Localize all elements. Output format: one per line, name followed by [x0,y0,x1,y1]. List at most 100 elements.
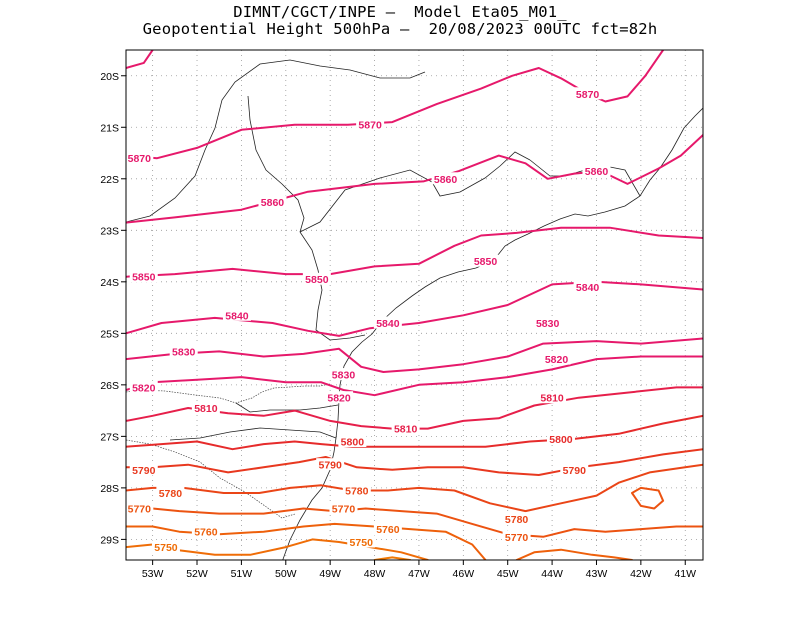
contour-label-bg [316,458,345,471]
y-tick-label: 27S [100,431,119,443]
contour-label: 5790 [318,460,342,472]
contour-label-bg [373,316,402,329]
contour-label: 5840 [376,318,400,330]
contour-label: 5870 [128,153,152,165]
contour-line-5760 [515,548,633,560]
contour-label: 5820 [132,382,156,394]
contour-line-5790 [126,448,703,476]
contour-label-bg [129,270,158,283]
contour-label: 5750 [350,537,374,549]
contour-label: 5840 [576,282,600,294]
contour-label: 5770 [128,503,152,515]
contour-label-bg [347,535,376,548]
contour-label: 5850 [305,274,329,286]
y-tick-label: 21S [100,122,119,134]
contour-label-bg [502,530,531,543]
contour-line-5780 [126,463,703,513]
contour-label-bg [542,352,571,365]
contour-label: 5780 [505,514,529,526]
contour-label-bg [502,512,531,525]
contour-label: 5800 [341,437,365,449]
x-tick-label: 41W [674,568,696,580]
contour-label-bg [373,522,402,535]
x-tick-label: 42W [630,568,652,580]
state-border-parana [299,231,366,341]
contour-label: 5820 [545,354,569,366]
contour-label: 5760 [194,527,218,539]
y-tick-label: 20S [100,71,119,83]
geography-layer [126,59,703,560]
contour-label: 5780 [159,488,183,500]
state-border-rs [169,427,337,441]
x-tick-label: 44W [541,568,563,580]
y-tick-label: 24S [100,277,119,289]
contour-label-bg [573,280,602,293]
contour-label: 5790 [563,465,587,477]
contour-line-5770 [126,507,703,538]
figure-header: DIMNT/CGCT/INPE – Model Eta05_M01_ Geopo… [0,4,800,38]
x-tick-label: 45W [497,568,519,580]
contour-label: 5860 [261,197,285,209]
contour-label-bg [222,308,251,321]
country-border [126,383,331,404]
y-tick-label: 29S [100,534,119,546]
contour-label-bg [356,118,385,131]
title-line-2: Geopotential Height 500hPa – 20/08/2023 … [142,20,658,38]
contour-label: 5780 [345,485,369,497]
contour-label-bg [129,380,158,393]
contour-line-5870 [126,50,665,160]
axis-ticks: 53W 52W 51W 50W 49W 48W 47W 46W 45W 44W 43W 42W 41W 2… [100,71,696,580]
x-tick-label: 50W [275,568,297,580]
contour-label-bg [546,432,575,445]
x-tick-label: 48W [364,568,386,580]
contour-label: 5870 [576,89,600,101]
contour-label: 5790 [132,465,156,477]
x-tick-label: 52W [186,568,208,580]
country-border-2 [126,439,296,519]
contour-label-bg [538,391,567,404]
contour-label-bg [573,87,602,100]
y-tick-label: 26S [100,380,119,392]
y-tick-label: 22S [100,174,119,186]
contour-label-bg [471,254,500,267]
contour-line-5800 [126,414,703,451]
contour-label: 5820 [327,393,351,405]
contour-label: 5830 [172,346,196,358]
x-tick-label: 53W [142,568,164,580]
contour-label: 5810 [394,424,418,436]
contour-line-5770 [631,486,665,510]
contour-label: 5770 [505,532,529,544]
contour-label-bg [258,195,287,208]
contour-label-bg [533,316,562,329]
contour-label-bg [302,272,331,285]
contour-label: 5770 [332,503,356,515]
x-tick-label: 47W [408,568,430,580]
contour-label-bg [391,422,420,435]
title-line-1: DIMNT/CGCT/INPE – Model Eta05_M01_ [233,3,567,21]
contour-lines [126,50,703,560]
x-tick-label: 46W [453,568,475,580]
state-border-sao-paulo [299,151,531,233]
contour-label-bg [151,540,180,553]
contour-label: 5860 [585,166,609,178]
contour-line-5850 [126,226,703,278]
contour-label-bg [329,368,358,381]
contour-label: 5760 [376,524,400,536]
contour-line-5740 [373,556,412,560]
contour-label: 5800 [549,434,573,446]
contour-label: 5830 [536,318,560,330]
contour-label-bg [191,401,220,414]
contour-label-bg [329,501,358,514]
contour-label-bg [126,501,154,514]
contour-label: 5860 [434,174,458,186]
contour-label-bg [560,463,589,476]
contour-label: 5830 [332,370,356,382]
x-tick-label: 43W [586,568,608,580]
coastline [282,107,703,560]
contour-label: 5850 [132,272,156,284]
contour-label: 5850 [474,256,498,268]
state-border-mato-grosso [126,59,426,223]
contour-label: 5870 [358,120,382,132]
contour-label-bg [342,483,371,496]
